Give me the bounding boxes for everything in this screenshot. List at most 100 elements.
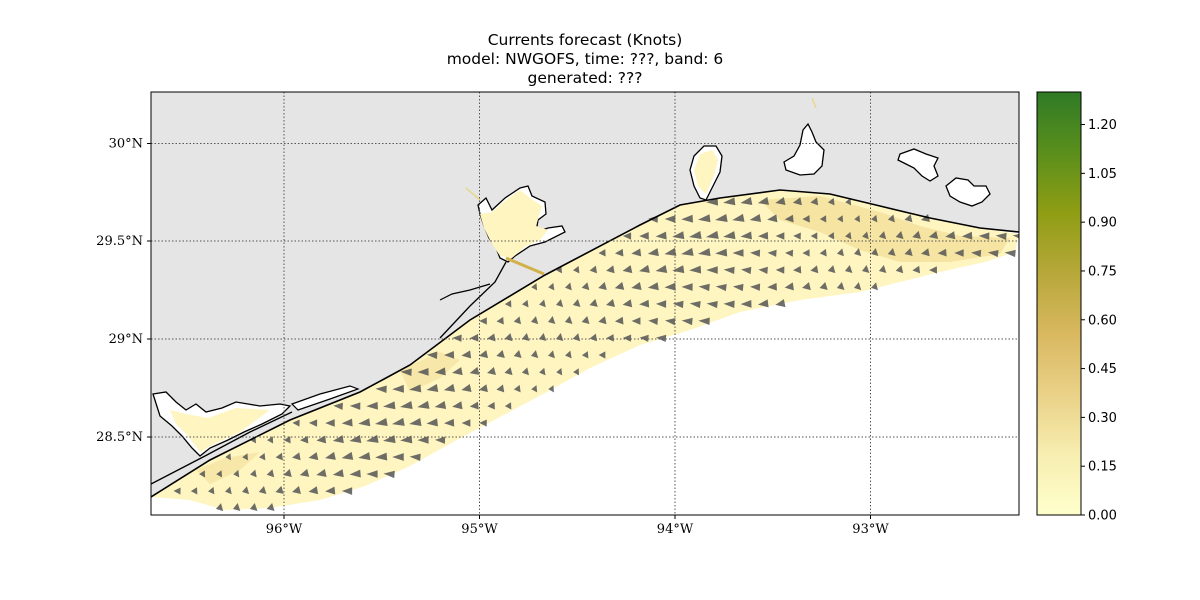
current-arrow — [434, 367, 446, 376]
current-arrow — [784, 214, 794, 223]
current-arrow — [655, 231, 667, 240]
current-arrow — [487, 401, 495, 410]
current-arrow — [758, 231, 769, 240]
current-arrow — [308, 419, 318, 427]
current-arrow — [452, 401, 463, 410]
current-arrow — [614, 248, 624, 257]
current-arrow — [836, 281, 845, 290]
current-arrow — [775, 266, 785, 274]
colorbar-tick-label: 0.75 — [1088, 264, 1117, 279]
current-arrow — [589, 333, 597, 342]
current-arrow — [622, 334, 632, 342]
current-arrow — [606, 334, 614, 342]
east-matagorda-lagoon — [290, 385, 360, 411]
current-arrow — [548, 282, 555, 291]
current-arrow — [793, 232, 801, 240]
current-arrow — [409, 384, 422, 393]
current-arrow — [740, 197, 753, 206]
current-arrow — [750, 283, 761, 291]
current-arrow — [647, 248, 659, 257]
current-arrow — [556, 266, 563, 274]
current-arrow — [978, 232, 990, 240]
current-arrow — [664, 247, 677, 256]
current-arrow — [469, 401, 479, 410]
current-arrow — [392, 453, 404, 461]
current-arrow — [292, 419, 300, 427]
current-arrow — [732, 213, 745, 222]
current-arrow — [598, 351, 606, 359]
current-arrow — [723, 266, 735, 275]
current-arrow — [672, 231, 685, 240]
current-arrow — [862, 231, 869, 240]
current-arrow — [741, 266, 752, 275]
grand-lake — [897, 148, 939, 182]
current-arrow — [689, 265, 702, 274]
current-arrow — [216, 470, 223, 478]
current-arrow — [417, 400, 430, 409]
current-arrow — [478, 384, 488, 393]
current-arrow — [266, 503, 275, 512]
current-arrow — [521, 332, 530, 341]
current-arrow — [548, 385, 554, 393]
current-arrow — [887, 214, 895, 223]
current-arrow — [614, 281, 625, 290]
current-arrow — [740, 299, 752, 308]
current-arrow — [598, 316, 607, 325]
current-arrow — [758, 266, 768, 274]
current-arrow — [929, 266, 938, 274]
current-arrow — [664, 282, 676, 291]
current-arrow — [275, 485, 284, 494]
current-arrow — [208, 486, 215, 495]
y-tick-label-29n: 29°N — [109, 332, 143, 347]
current-arrow — [469, 333, 479, 342]
current-arrow — [292, 452, 301, 461]
current-arrow — [606, 299, 615, 308]
current-arrows — [173, 196, 1019, 512]
current-arrow — [706, 197, 719, 206]
current-arrow — [622, 232, 632, 240]
current-arrow — [426, 418, 438, 427]
current-arrow — [383, 470, 395, 479]
current-arrow — [750, 249, 761, 257]
current-arrow — [672, 300, 684, 309]
sabine-current-fill — [694, 150, 718, 194]
current-arrow — [647, 282, 659, 291]
current-arrow — [573, 368, 580, 376]
current-arrow — [698, 248, 711, 257]
current-arrow — [199, 470, 206, 478]
current-arrow — [655, 300, 667, 308]
current-arrow — [792, 197, 802, 206]
current-arrow — [325, 486, 336, 495]
current-arrow — [564, 315, 573, 324]
current-arrow — [698, 283, 710, 292]
current-arrow — [785, 249, 794, 257]
current-arrow — [375, 417, 388, 426]
current-arrow — [275, 452, 283, 461]
current-arrow — [434, 401, 447, 410]
current-arrow — [530, 316, 539, 325]
current-arrow — [819, 215, 827, 223]
current-arrow — [827, 265, 836, 274]
current-arrow — [565, 350, 572, 359]
current-arrow — [971, 249, 982, 258]
current-arrow — [937, 248, 947, 257]
current-arrow — [266, 469, 275, 478]
current-arrow — [878, 231, 887, 240]
current-arrow — [664, 215, 676, 223]
current-arrow — [392, 384, 404, 393]
current-arrow — [589, 265, 597, 274]
current-arrow — [241, 486, 250, 495]
current-arrow — [622, 265, 633, 274]
current-arrow — [426, 351, 438, 359]
current-arrow — [349, 402, 361, 410]
current-arrow — [358, 452, 371, 461]
current-arrow — [631, 281, 642, 290]
current-arrow — [723, 231, 736, 240]
current-field — [151, 190, 1019, 510]
fast-current-patch-2 — [400, 352, 460, 392]
current-arrow — [259, 453, 266, 461]
colorbar-frame — [1036, 91, 1082, 516]
current-arrow — [409, 453, 421, 462]
current-arrow — [409, 418, 422, 427]
